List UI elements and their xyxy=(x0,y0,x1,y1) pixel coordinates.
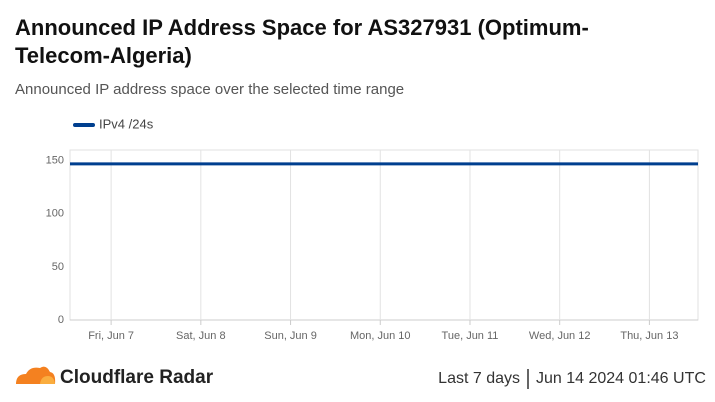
x-tick-label: Fri, Jun 7 xyxy=(88,330,134,342)
x-tick-label: Thu, Jun 13 xyxy=(620,330,678,342)
x-tick-label: Mon, Jun 10 xyxy=(350,330,411,342)
y-tick-label: 50 xyxy=(52,261,64,273)
timestamp: Jun 14 2024 01:46 UTC xyxy=(536,370,706,387)
plot-frame xyxy=(69,149,699,321)
chart-title: Announced IP Address Space for AS327931 … xyxy=(15,15,589,68)
legend-label: IPv4 /24s xyxy=(99,116,154,131)
x-tick-label: Tue, Jun 11 xyxy=(442,330,499,342)
chart-subtitle: Announced IP address space over the sele… xyxy=(15,81,405,98)
y-tick-label: 150 xyxy=(46,155,64,167)
range: Last 7 days xyxy=(438,370,520,387)
brand: Cloudflare Radar xyxy=(60,367,214,388)
y-tick-label: 0 xyxy=(58,314,64,326)
x-tick-label: Sat, Jun 8 xyxy=(176,330,226,342)
cloudflare-logo xyxy=(16,366,56,384)
x-tick-label: Sun, Jun 9 xyxy=(264,330,317,342)
x-tick-label: Wed, Jun 12 xyxy=(529,330,591,342)
y-tick-label: 100 xyxy=(46,208,64,220)
